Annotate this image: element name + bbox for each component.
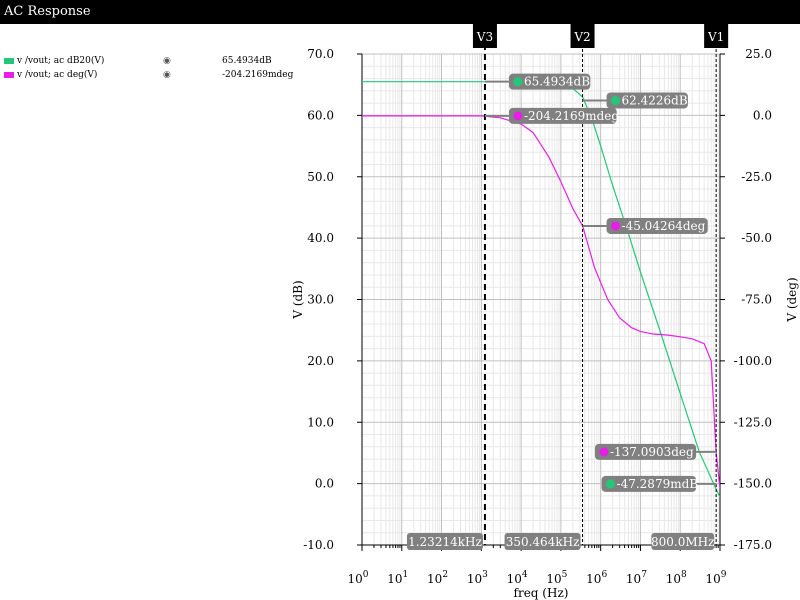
y-left-tick-label: 30.0 — [307, 293, 334, 307]
window-title: AC Response — [0, 0, 800, 24]
annotation-label: 65.4934dB — [524, 75, 590, 89]
marker-tab-v2 — [570, 24, 595, 48]
legend-name-db: v /vout; ac dB20(V) — [17, 56, 105, 66]
marker-name-v1: V1 — [707, 30, 724, 44]
x-tick-exponent: 8 — [681, 570, 687, 580]
annotation-dot — [611, 221, 621, 231]
y-right-tick-label: -50.0 — [741, 231, 772, 245]
x-tick-exponent: 0 — [363, 570, 369, 580]
annotation-box — [508, 107, 617, 124]
y-right-tick-label: -175.0 — [734, 538, 772, 552]
x-tick-exponent: 9 — [721, 570, 727, 580]
y-right-tick-label: -25.0 — [741, 170, 772, 184]
x-tick-label: 102 — [427, 570, 448, 586]
annotation-box — [606, 92, 688, 109]
annotation-label: -137.0903deg — [610, 445, 694, 459]
x-tick-exponent: 5 — [562, 570, 568, 580]
marker-name-v3: V3 — [476, 30, 493, 44]
legend-swatch-deg — [4, 72, 14, 78]
annotation-box — [594, 443, 697, 460]
annotation-dot — [513, 77, 523, 87]
legend-value-deg: -204.2169mdeg — [222, 70, 294, 80]
x-tick-exponent: 6 — [601, 570, 607, 580]
y-right-tick-label: -150.0 — [734, 477, 772, 491]
x-tick-label: 104 — [507, 570, 528, 586]
annotation-label: -45.04264deg — [622, 219, 706, 233]
y-left-tick-label: 40.0 — [307, 231, 334, 245]
annotation-dot — [513, 111, 523, 121]
annotation-dot — [611, 96, 621, 106]
y-axis-left-label: V (dB) — [291, 280, 305, 319]
x-tick-label: 108 — [666, 570, 687, 586]
marker-freq-box — [406, 533, 483, 550]
annotation-label: -204.2169mdeg — [524, 109, 619, 123]
legend-item-db[interactable]: v /vout; ac dB20(V) ◉ 65.4934dB — [0, 56, 300, 68]
y-axis-right-label: V (deg) — [785, 277, 799, 322]
x-tick-label: 105 — [546, 570, 567, 586]
marker-tab-v1 — [704, 24, 729, 48]
marker-freq-label: 350.464kHz — [506, 535, 580, 549]
y-left-tick-label: 0.0 — [315, 477, 334, 491]
legend-value-db: 65.4934dB — [222, 56, 272, 66]
marker-freq-box — [504, 533, 581, 550]
marker-tab-v3 — [472, 24, 497, 48]
legend-name-deg: v /vout; ac deg(V) — [17, 70, 98, 80]
annotation-label: 62.4226dB — [622, 94, 688, 108]
y-right-tick-label: -75.0 — [741, 293, 772, 307]
y-right-tick-label: 25.0 — [745, 47, 772, 61]
y-left-tick-label: 50.0 — [307, 170, 334, 184]
x-tick-exponent: 3 — [482, 570, 488, 580]
x-tick-exponent: 4 — [522, 570, 528, 580]
legend-item-deg[interactable]: v /vout; ac deg(V) ◉ -204.2169mdeg — [0, 70, 300, 82]
x-tick-exponent: 7 — [641, 570, 647, 580]
marker-freq-label: 800.0MHz — [651, 535, 714, 549]
x-tick-exponent: 2 — [442, 570, 448, 580]
marker-freq-box — [651, 533, 715, 550]
marker-freq-label: 1.23214kHz — [408, 535, 482, 549]
series-line-db — [362, 81, 720, 498]
y-left-tick-label: 10.0 — [307, 415, 334, 429]
x-axis-label: freq (Hz) — [514, 586, 569, 600]
annotation-dot — [599, 447, 609, 457]
eye-icon[interactable]: ◉ — [163, 70, 171, 80]
y-left-tick-label: 20.0 — [307, 354, 334, 368]
x-tick-label: 106 — [586, 570, 607, 586]
series-line-deg — [362, 115, 720, 489]
y-left-tick-label: 70.0 — [307, 47, 334, 61]
y-right-tick-label: 0.0 — [753, 108, 772, 122]
annotation-box — [606, 217, 708, 234]
x-tick-label: 109 — [705, 570, 726, 586]
y-right-tick-label: -100.0 — [734, 354, 772, 368]
annotation-label: -47.2879mdB — [617, 477, 699, 491]
marker-name-v2: V2 — [573, 30, 590, 44]
y-right-tick-label: -125.0 — [734, 415, 772, 429]
annotation-dot — [606, 479, 616, 489]
annotation-box — [601, 475, 697, 492]
y-left-tick-label: 60.0 — [307, 108, 334, 122]
x-tick-label: 107 — [626, 570, 647, 586]
x-tick-label: 100 — [347, 570, 368, 586]
y-left-tick-label: -10.0 — [303, 538, 334, 552]
x-tick-label: 103 — [467, 570, 488, 586]
x-tick-label: 101 — [387, 570, 408, 586]
eye-icon[interactable]: ◉ — [163, 56, 171, 66]
annotation-box — [508, 73, 591, 90]
legend-swatch-db — [4, 58, 14, 64]
x-tick-exponent: 1 — [403, 570, 409, 580]
